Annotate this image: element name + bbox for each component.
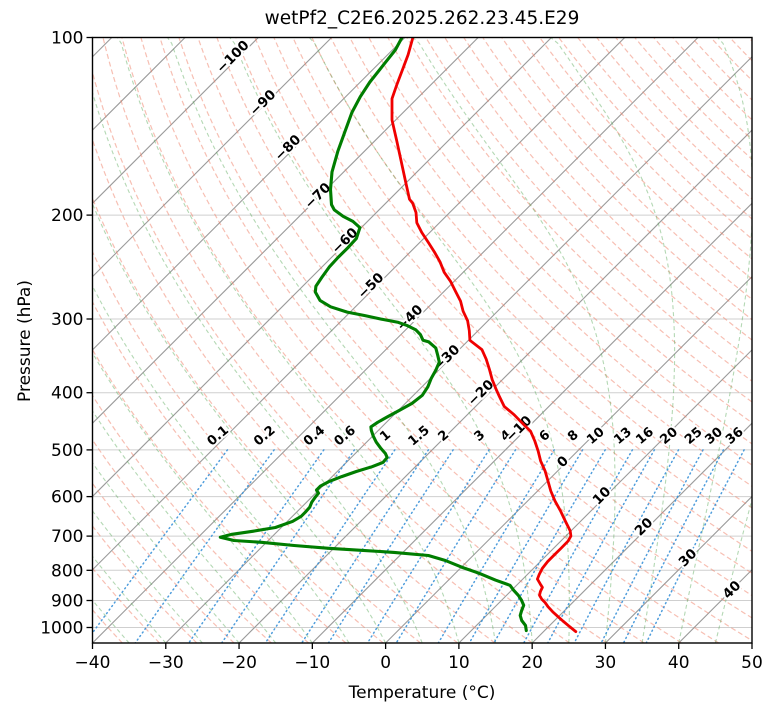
x-axis-ticks: −40 −30 −20 −10 0 10 20 30 40 50 — [75, 643, 763, 673]
y-tick-label: 800 — [51, 561, 83, 581]
y-tick-label: 100 — [51, 29, 83, 49]
mixing-ratio-label: 16 — [633, 425, 657, 448]
dry-adiabat-lines — [92, 37, 752, 643]
mixing-ratio-label: 3 — [472, 428, 489, 445]
isotherm-label: −90 — [247, 87, 280, 120]
x-tick-label: 30 — [595, 653, 617, 673]
y-tick-label: 1000 — [40, 619, 83, 639]
y-axis-title: Pressure (hPa) — [15, 280, 35, 402]
pressure-gridlines — [92, 37, 752, 628]
isotherm-label: −50 — [355, 270, 388, 303]
isotherm-label: 30 — [676, 546, 701, 571]
x-tick-label: 40 — [668, 653, 690, 673]
mixing-ratio-label: 2 — [436, 428, 453, 445]
mixing-ratio-label: 0.2 — [251, 423, 278, 449]
mixing-ratio-lines — [92, 449, 745, 643]
y-tick-label: 900 — [51, 592, 83, 612]
chart-title: wetPf2_C2E6.2025.262.23.45.E29 — [265, 8, 580, 29]
y-tick-label: 300 — [51, 310, 83, 330]
y-tick-label: 700 — [51, 527, 83, 547]
sounding-curves — [218, 37, 578, 633]
x-tick-label: 50 — [741, 653, 763, 673]
y-tick-label: 400 — [51, 384, 83, 404]
x-tick-label: 0 — [380, 653, 391, 673]
mixing-ratio-label: 20 — [657, 425, 681, 448]
y-tick-label: 500 — [51, 441, 83, 461]
dewpoint-curve — [218, 37, 528, 633]
isotherm-label: −80 — [272, 132, 305, 165]
mixing-ratio-label: 13 — [611, 425, 635, 448]
x-tick-label: −10 — [294, 653, 330, 673]
mixing-ratio-label: 36 — [723, 425, 747, 448]
y-tick-label: 600 — [51, 488, 83, 508]
isotherm-label: −100 — [213, 37, 252, 76]
isotherm-label: 0 — [554, 453, 572, 471]
mixing-ratio-label: 6 — [537, 428, 554, 445]
temperature-curve — [390, 37, 578, 633]
axis-frame — [91, 36, 753, 644]
isotherm-label: −40 — [394, 302, 427, 335]
x-tick-label: −20 — [221, 653, 257, 673]
mixing-ratio-label: 1.5 — [406, 423, 433, 449]
y-axis-ticks: 100 200 300 400 500 600 700 800 900 1000 — [40, 29, 93, 639]
x-tick-label: 20 — [521, 653, 543, 673]
y-tick-label: 200 — [51, 206, 83, 226]
x-axis-title: Temperature (°C) — [348, 683, 496, 703]
mixing-ratio-label: 8 — [565, 428, 582, 445]
x-tick-label: −40 — [75, 653, 111, 673]
x-tick-label: 10 — [448, 653, 470, 673]
x-tick-label: −30 — [148, 653, 184, 673]
mixing-ratio-label: 0.4 — [301, 423, 328, 449]
